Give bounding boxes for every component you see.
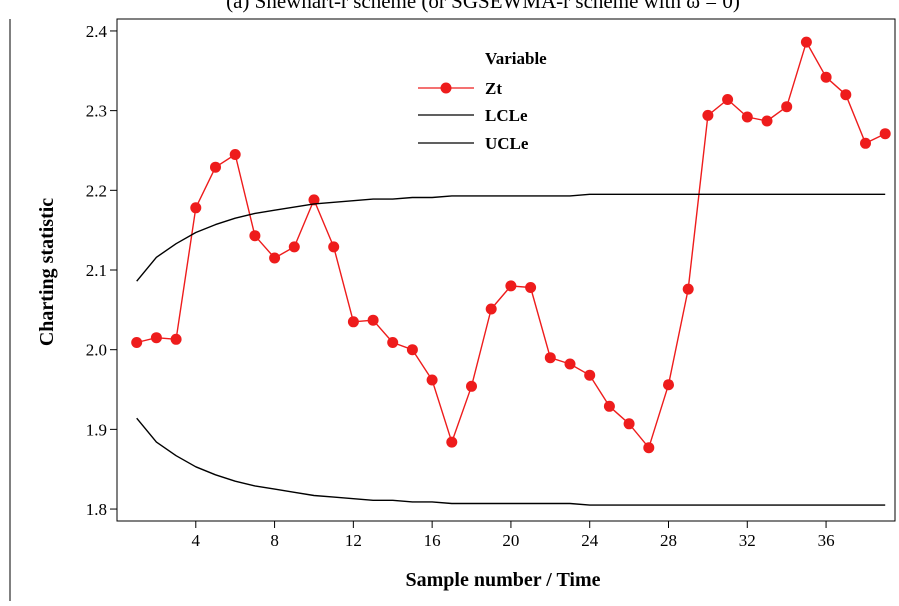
legend-lcle-label: LCLe xyxy=(485,106,528,125)
data-point-zt xyxy=(347,316,359,328)
legend-title: Variable xyxy=(485,49,547,68)
data-point-zt xyxy=(623,418,635,430)
data-point-zt xyxy=(288,241,300,253)
data-point-zt xyxy=(584,369,596,381)
data-point-zt xyxy=(840,89,852,101)
x-tick-label: 32 xyxy=(739,531,756,550)
data-point-zt xyxy=(702,109,714,121)
y-axis: 1.8 1.9 2.0 2.1 2.2 2.3 2.4 xyxy=(86,22,117,519)
data-point-zt xyxy=(603,400,615,412)
y-tick-label: 2.2 xyxy=(86,181,107,200)
data-point-zt xyxy=(741,111,753,123)
data-point-zt xyxy=(269,252,281,264)
chart-title: (a) Shewhart-r scheme (or SGSEWMA-r sche… xyxy=(226,0,740,13)
data-point-zt xyxy=(525,282,537,293)
x-tick-label: 36 xyxy=(818,531,835,550)
data-point-zt xyxy=(387,337,399,348)
data-point-zt xyxy=(328,241,340,253)
x-tick-label: 4 xyxy=(192,531,201,550)
x-axis-title: Sample number / Time xyxy=(405,569,600,591)
data-point-zt xyxy=(170,333,182,345)
y-tick-label: 2.1 xyxy=(86,261,107,280)
y-tick-label: 1.8 xyxy=(86,500,107,519)
data-point-zt xyxy=(879,128,891,140)
x-tick-label: 8 xyxy=(270,531,279,550)
data-point-zt xyxy=(485,303,497,315)
legend-entry-zt: Zt xyxy=(418,79,502,98)
y-tick-label: 1.9 xyxy=(86,420,107,439)
legend-zt-marker xyxy=(440,82,452,94)
data-point-zt xyxy=(229,149,241,160)
data-point-zt xyxy=(210,161,221,173)
legend-entry-ucle: UCLe xyxy=(418,134,529,153)
series-line-ucle xyxy=(136,193,886,282)
x-tick-label: 28 xyxy=(660,531,677,550)
x-tick-label: 16 xyxy=(424,531,441,550)
data-point-zt xyxy=(682,283,694,295)
x-tick-label: 24 xyxy=(581,531,599,550)
series-layer xyxy=(131,36,891,506)
y-axis-title: Charting statistic xyxy=(36,198,58,346)
y-tick-label: 2.4 xyxy=(86,22,108,41)
series-line-zt xyxy=(136,41,886,449)
y-tick-label: 2.0 xyxy=(86,341,107,360)
data-point-zt xyxy=(663,379,674,391)
legend-zt-label: Zt xyxy=(485,79,502,98)
data-point-zt xyxy=(722,94,734,105)
data-point-zt xyxy=(190,202,202,214)
y-tick-label: 2.3 xyxy=(86,102,107,121)
data-point-zt xyxy=(308,194,320,206)
data-point-zt xyxy=(131,337,143,348)
data-point-zt xyxy=(800,36,812,48)
x-tick-label: 12 xyxy=(345,531,362,550)
data-point-zt xyxy=(249,230,261,242)
series-line-lcle xyxy=(136,417,886,506)
legend: Variable Zt LCLe UCLe xyxy=(418,49,547,153)
data-point-zt xyxy=(426,374,438,386)
data-point-zt xyxy=(781,101,793,113)
data-point-zt xyxy=(820,71,832,83)
plot-frame xyxy=(116,18,896,522)
data-point-zt xyxy=(406,344,418,356)
data-point-zt xyxy=(761,115,773,127)
data-point-zt xyxy=(446,436,458,448)
data-point-zt xyxy=(860,137,871,149)
data-point-zt xyxy=(544,352,556,364)
legend-entry-lcle: LCLe xyxy=(418,106,528,125)
data-point-zt xyxy=(643,442,655,454)
x-tick-label: 20 xyxy=(502,531,519,550)
data-point-zt xyxy=(505,280,517,292)
data-point-zt xyxy=(150,332,162,344)
x-axis: 4 8 12 16 20 24 28 32 36 xyxy=(192,521,835,550)
data-point-zt xyxy=(367,314,379,326)
data-point-zt xyxy=(466,380,477,392)
legend-ucle-label: UCLe xyxy=(485,134,529,153)
data-point-zt xyxy=(564,358,576,370)
